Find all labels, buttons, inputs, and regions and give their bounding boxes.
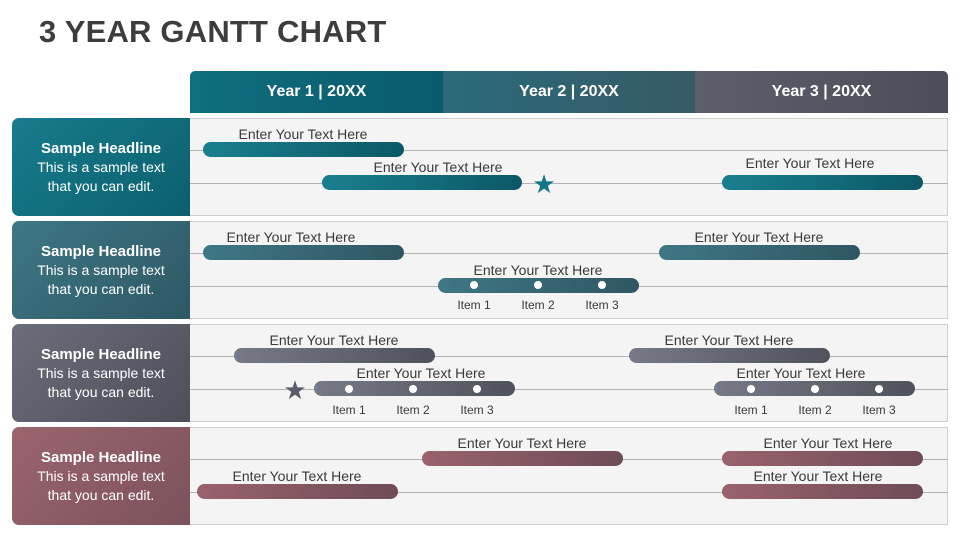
row-3-task-1-bar[interactable] xyxy=(234,348,435,363)
row-1-task-3-label: Enter Your Text Here xyxy=(745,155,875,171)
row-3-item-5: Item 2 xyxy=(798,403,832,417)
row-2-task-2-label: Enter Your Text Here xyxy=(694,229,824,245)
row-3-item-6: Item 3 xyxy=(862,403,896,417)
row-1-task-2-label: Enter Your Text Here xyxy=(373,159,503,175)
row-4-label: Sample Headline This is a sample text th… xyxy=(12,427,190,525)
row-3-panel xyxy=(190,324,948,422)
row-3-item-4: Item 1 xyxy=(734,403,768,417)
row-1-text-line-1: This is a sample text xyxy=(37,158,165,175)
milestone-dot xyxy=(470,281,478,289)
row-2-task-1-bar[interactable] xyxy=(203,245,404,260)
row-3-line-2 xyxy=(190,389,948,390)
row-3-task-2-label: Enter Your Text Here xyxy=(664,332,794,348)
row-4-text-line-1: This is a sample text xyxy=(37,467,165,484)
row-4-task-3-bar[interactable] xyxy=(197,484,398,499)
row-1-headline: Sample Headline xyxy=(40,139,162,157)
milestone-dot xyxy=(875,385,883,393)
row-2-task-1-label: Enter Your Text Here xyxy=(226,229,356,245)
row-2-line-1 xyxy=(190,253,948,254)
milestone-dot xyxy=(747,385,755,393)
row-2-text-line-1: This is a sample text xyxy=(37,261,165,278)
row-3-item-3: Item 3 xyxy=(460,403,494,417)
milestone-dot xyxy=(598,281,606,289)
row-4-task-4-bar[interactable] xyxy=(722,484,923,499)
row-2-panel xyxy=(190,221,948,319)
row-4-panel xyxy=(190,427,948,525)
row-3-task-4-label: Enter Your Text Here xyxy=(736,365,866,381)
row-3-task-1-label: Enter Your Text Here xyxy=(269,332,399,348)
row-3-headline: Sample Headline xyxy=(40,345,162,363)
row-2-headline: Sample Headline xyxy=(40,242,162,260)
milestone-dot xyxy=(811,385,819,393)
row-1-line-2 xyxy=(190,183,948,184)
row-1-task-2-bar[interactable] xyxy=(322,175,522,190)
row-1-task-1-bar[interactable] xyxy=(203,142,404,157)
row-3-task-3-label: Enter Your Text Here xyxy=(356,365,486,381)
row-2-task-2-bar[interactable] xyxy=(659,245,860,260)
row-1-task-3-bar[interactable] xyxy=(722,175,923,190)
milestone-dot xyxy=(345,385,353,393)
row-3-text-line-2: that you can edit. xyxy=(47,383,155,400)
milestone-dot xyxy=(409,385,417,393)
row-4-line-2 xyxy=(190,492,948,493)
row-4-task-3-label: Enter Your Text Here xyxy=(232,468,362,484)
row-2-item-2: Item 2 xyxy=(521,298,555,312)
star-icon: ★ xyxy=(283,375,307,405)
row-2-task-3-label: Enter Your Text Here xyxy=(473,262,603,278)
row-3-item-1: Item 1 xyxy=(332,403,366,417)
row-2-item-3: Item 3 xyxy=(585,298,619,312)
star-icon: ★ xyxy=(532,169,556,199)
row-1-line-1 xyxy=(190,150,948,151)
row-3-item-2: Item 2 xyxy=(396,403,430,417)
row-1-task-1-label: Enter Your Text Here xyxy=(238,126,368,142)
row-1-panel xyxy=(190,118,948,216)
row-4-text-line-2: that you can edit. xyxy=(47,486,155,503)
year-2-header: Year 2 | 20XX xyxy=(443,71,695,113)
row-4-task-2-label: Enter Your Text Here xyxy=(763,435,893,451)
row-4-task-1-bar[interactable] xyxy=(422,451,623,466)
row-3-line-1 xyxy=(190,356,948,357)
row-4-headline: Sample Headline xyxy=(40,448,162,466)
milestone-dot xyxy=(473,385,481,393)
row-2-text-line-2: that you can edit. xyxy=(47,280,155,297)
row-2-label: Sample Headline This is a sample text th… xyxy=(12,221,190,319)
row-4-task-1-label: Enter Your Text Here xyxy=(457,435,587,451)
page-title: 3 YEAR GANTT CHART xyxy=(39,14,387,49)
year-3-header: Year 3 | 20XX xyxy=(695,71,948,113)
row-3-label: Sample Headline This is a sample text th… xyxy=(12,324,190,422)
milestone-dot xyxy=(534,281,542,289)
row-4-task-4-label: Enter Your Text Here xyxy=(753,468,883,484)
row-3-task-2-bar[interactable] xyxy=(629,348,830,363)
row-1-text-line-2: that you can edit. xyxy=(47,177,155,194)
row-2-item-1: Item 1 xyxy=(457,298,491,312)
row-1-label: Sample Headline This is a sample text th… xyxy=(12,118,190,216)
row-3-text-line-1: This is a sample text xyxy=(37,364,165,381)
year-1-header: Year 1 | 20XX xyxy=(190,71,443,113)
row-4-task-2-bar[interactable] xyxy=(722,451,923,466)
